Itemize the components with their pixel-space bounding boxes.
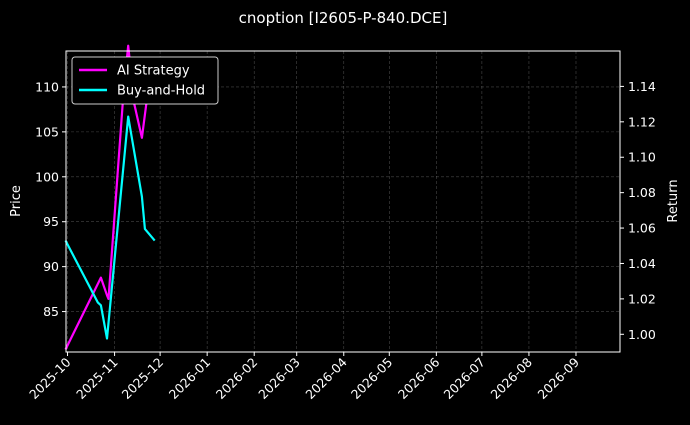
left-tick-label-105: 105 bbox=[35, 124, 59, 139]
right-tick-label-1.04: 1.04 bbox=[628, 256, 656, 271]
x-tick-label-2026-01: 2026-01 bbox=[166, 355, 214, 403]
x-tick-label-2026-09: 2026-09 bbox=[535, 354, 583, 402]
left-tick-label-110: 110 bbox=[35, 79, 59, 94]
right-tick-label-1.02: 1.02 bbox=[628, 291, 656, 306]
x-tick-label-2025-10: 2025-10 bbox=[26, 354, 74, 402]
x-tick-label-2025-11: 2025-11 bbox=[73, 355, 121, 403]
x-tick-label-2026-08: 2026-08 bbox=[488, 354, 536, 402]
legend-box bbox=[71, 56, 219, 105]
x-tick-label-2026-06: 2026-06 bbox=[395, 354, 443, 402]
grid-layer bbox=[66, 51, 620, 352]
right-y-axis: 1.00 1.02 1.04 1.06 1.08 1.10 1.12 1.14 bbox=[620, 79, 656, 342]
right-tick-label-1.06: 1.06 bbox=[628, 221, 656, 236]
series-line-buy-and-hold bbox=[64, 115, 156, 340]
right-tick-label-1.12: 1.12 bbox=[628, 114, 656, 129]
chart-title: cnoption [I2605-P-840.DCE] bbox=[239, 9, 448, 27]
right-tick-label-1.08: 1.08 bbox=[628, 185, 656, 200]
x-tick-label-2026-07: 2026-07 bbox=[440, 355, 488, 403]
x-tick-label-2026-02: 2026-02 bbox=[213, 355, 261, 403]
right-tick-label-1.00: 1.00 bbox=[628, 327, 656, 342]
right-y-axis-label: Return bbox=[666, 179, 681, 222]
x-tick-label-2026-05: 2026-05 bbox=[348, 355, 396, 403]
left-y-axis: 85 90 95 100 105 110 bbox=[35, 79, 66, 319]
x-tick-label-2025-12: 2025-12 bbox=[119, 355, 167, 403]
x-tick-label-2026-03: 2026-03 bbox=[255, 355, 303, 403]
left-tick-label-100: 100 bbox=[35, 169, 59, 184]
legend-label-ai-strategy: AI Strategy bbox=[117, 64, 190, 79]
left-y-axis-label: Price bbox=[9, 185, 24, 217]
left-tick-label-85: 85 bbox=[43, 304, 59, 319]
right-tick-label-1.10: 1.10 bbox=[628, 150, 656, 165]
plot-frame bbox=[65, 50, 621, 353]
left-tick-label-90: 90 bbox=[43, 259, 59, 274]
legend-label-buy-and-hold: Buy-and-Hold bbox=[117, 84, 205, 99]
right-tick-label-1.14: 1.14 bbox=[628, 79, 656, 94]
legend: AI Strategy Buy-and-Hold bbox=[71, 56, 219, 105]
left-tick-label-95: 95 bbox=[43, 214, 59, 229]
x-tick-label-2026-04: 2026-04 bbox=[302, 354, 350, 402]
